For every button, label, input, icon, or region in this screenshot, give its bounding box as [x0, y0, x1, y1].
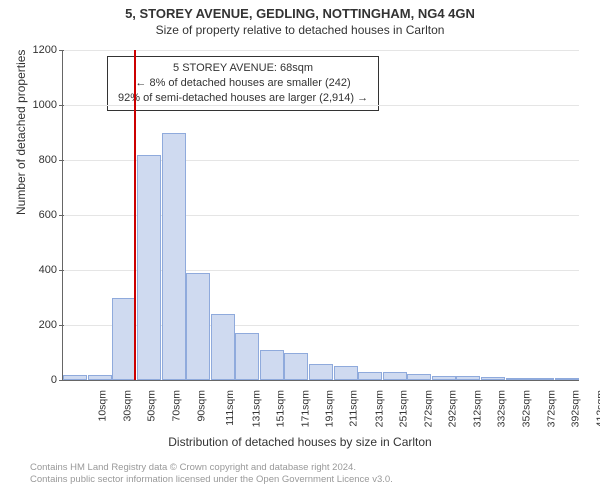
callout-line3: 92% of semi-detached houses are larger (… [118, 91, 368, 106]
histogram-bar [407, 374, 431, 380]
histogram-bar [432, 376, 456, 380]
histogram-bar [211, 314, 235, 380]
histogram-bar [63, 375, 87, 381]
x-tick-label: 30sqm [121, 390, 133, 422]
histogram-bar [358, 372, 382, 380]
x-tick-label: 392sqm [570, 390, 582, 427]
histogram-bar [309, 364, 333, 381]
callout-box: 5 STOREY AVENUE: 68sqm ← 8% of detached … [107, 56, 379, 111]
x-tick-label: 231sqm [373, 390, 385, 427]
x-tick-label: 251sqm [398, 390, 410, 427]
chart-container: 5, STOREY AVENUE, GEDLING, NOTTINGHAM, N… [0, 0, 600, 500]
title-sub: Size of property relative to detached ho… [0, 21, 600, 41]
x-tick-label: 412sqm [594, 390, 600, 427]
histogram-bar [112, 298, 136, 381]
histogram-bar [162, 133, 186, 381]
histogram-bar [88, 375, 112, 381]
x-tick-label: 272sqm [422, 390, 434, 427]
histogram-bar [530, 378, 554, 380]
x-tick-label: 191sqm [324, 390, 336, 427]
histogram-bar [137, 155, 161, 381]
callout-line1: 5 STOREY AVENUE: 68sqm [118, 61, 368, 76]
x-tick-label: 50sqm [146, 390, 158, 422]
x-tick-label: 312sqm [471, 390, 483, 427]
x-tick-label: 151sqm [275, 390, 287, 427]
histogram-bar [334, 366, 358, 380]
x-tick-label: 211sqm [348, 390, 360, 427]
attribution: Contains HM Land Registry data © Crown c… [30, 462, 393, 487]
histogram-bar [383, 372, 407, 380]
footer-line2: Contains public sector information licen… [30, 474, 393, 486]
x-tick-label: 70sqm [171, 390, 183, 422]
y-tick-label: 800 [39, 154, 63, 166]
x-tick-label: 171sqm [299, 390, 311, 427]
y-tick-label: 0 [51, 374, 63, 386]
x-tick-label: 131sqm [250, 390, 262, 427]
x-axis-label: Distribution of detached houses by size … [0, 435, 600, 449]
x-tick-label: 372sqm [545, 390, 557, 427]
x-tick-label: 111sqm [224, 390, 236, 426]
y-tick-label: 1000 [33, 99, 63, 111]
property-marker-line [134, 50, 136, 380]
histogram-bar [506, 378, 530, 380]
y-tick-label: 200 [39, 319, 63, 331]
title-main: 5, STOREY AVENUE, GEDLING, NOTTINGHAM, N… [0, 0, 600, 21]
y-tick-label: 400 [39, 264, 63, 276]
x-tick-label: 10sqm [97, 390, 109, 422]
histogram-bar [235, 333, 259, 380]
histogram-bar [284, 353, 308, 381]
histogram-bar [456, 376, 480, 380]
x-tick-label: 292sqm [447, 390, 459, 427]
x-tick-label: 332sqm [496, 390, 508, 427]
plot-area: 5 STOREY AVENUE: 68sqm ← 8% of detached … [62, 50, 579, 381]
footer-line1: Contains HM Land Registry data © Crown c… [30, 462, 393, 474]
y-tick-label: 1200 [33, 44, 63, 56]
y-axis-label: Number of detached properties [14, 50, 28, 215]
x-tick-label: 352sqm [520, 390, 532, 427]
histogram-bar [555, 378, 579, 380]
histogram-bar [260, 350, 284, 380]
callout-line2: ← 8% of detached houses are smaller (242… [118, 76, 368, 91]
y-tick-label: 600 [39, 209, 63, 221]
histogram-bar [481, 377, 505, 380]
histogram-bar [186, 273, 210, 380]
gridline [63, 105, 579, 106]
gridline [63, 50, 579, 51]
x-tick-label: 90sqm [195, 390, 207, 422]
